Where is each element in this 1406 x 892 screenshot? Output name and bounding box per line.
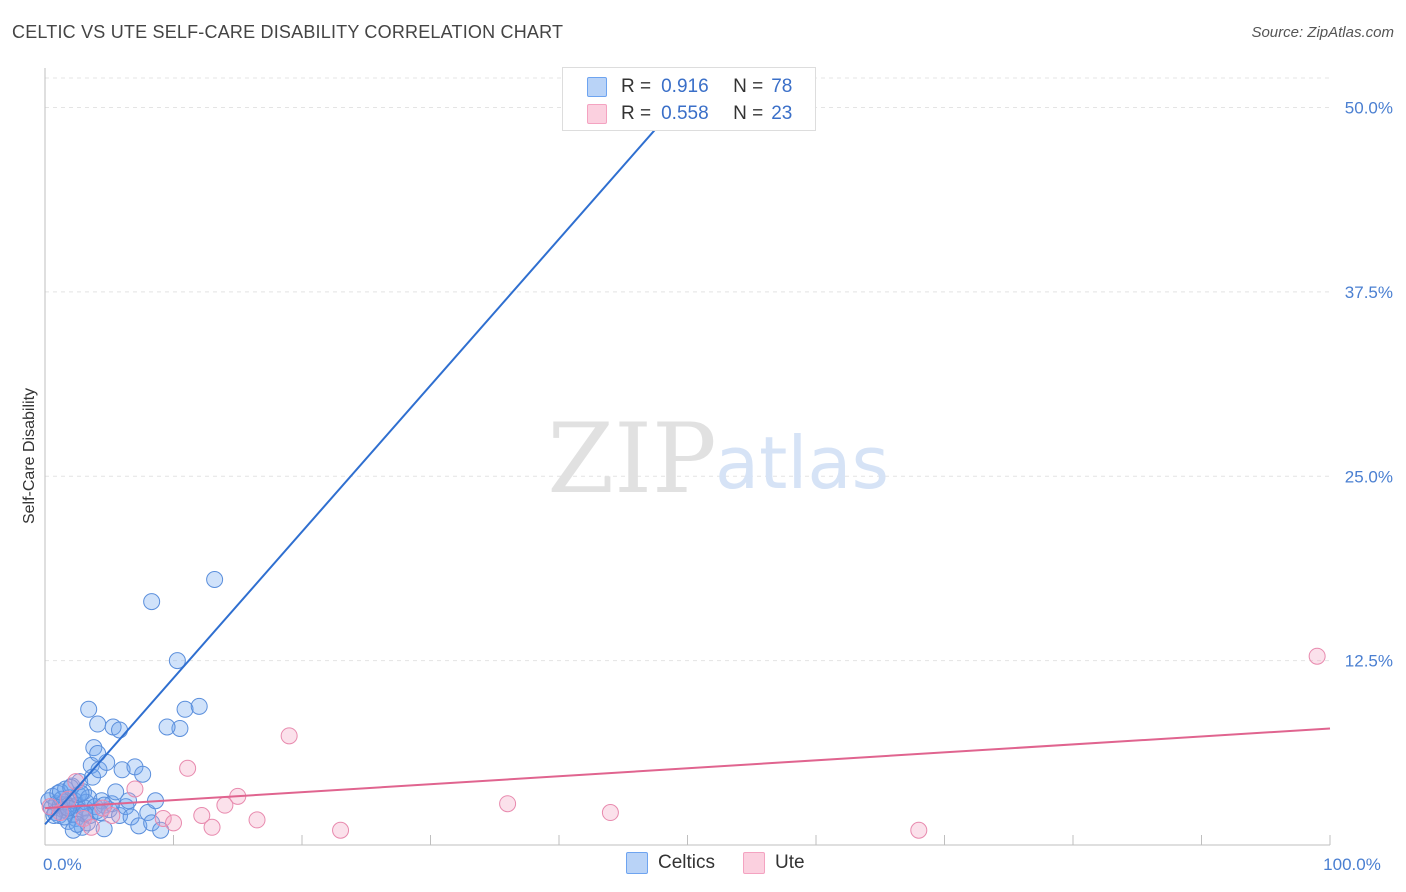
ute-point [1308,647,1326,665]
celtics-point [171,719,189,737]
legend-r-label: R = [621,103,652,124]
legend-row-ute: R = 0.558 N = 23 [587,102,792,126]
ute-point [82,818,100,836]
ute-point [280,727,298,745]
ute-point [203,818,221,836]
celtics-point [89,715,107,733]
ute-point [165,814,182,832]
celtics-point [158,718,176,736]
celtics-point [95,820,113,838]
celtics-point [89,745,107,763]
celtics-point [73,818,91,836]
celtics-swatch [587,77,607,97]
legend-r-value: 0.558 [661,103,709,124]
ute-point [910,821,928,839]
ute-trend-line [44,727,1331,810]
ute-point [51,804,69,822]
celtics-point [176,700,194,718]
watermark-zip: ZIP [547,403,716,515]
legend-r-value: 0.916 [661,76,709,97]
tick-labels: 12.5% 25.0% 37.5% 50.0% 0.0% 100.0% [43,99,1393,875]
legend-row-celtics: R = 0.916 N = 78 [587,75,792,99]
axes [44,68,1331,846]
celtics-point [134,765,152,783]
chart-title: CELTIC VS UTE SELF-CARE DISABILITY CORRE… [12,22,564,42]
ute-point [248,811,266,829]
celtics-point [168,652,186,670]
ute-point [601,804,619,822]
x-tick-label: 0.0% [43,855,82,874]
celtics-point [206,571,224,588]
celtics-legend-label: Celtics [658,852,716,873]
celtics-point [130,817,148,835]
y-tick-label: 37.5% [1345,283,1393,302]
legend-n-label: N = [733,76,764,97]
watermark: ZIP atlas [547,403,889,515]
ute-point [193,807,211,824]
y-tick-label: 12.5% [1345,652,1393,671]
source-label: Source: ZipAtlas.com [1251,24,1394,41]
ute-point [103,807,121,824]
watermark-atlas: atlas [715,421,889,505]
ute-point [332,821,350,839]
ute-point [179,759,197,777]
ute-legend-label: Ute [775,852,805,873]
y-axis-label: Self-Care Disability [21,388,38,524]
grid [45,77,1330,662]
legend-n-value: 23 [771,103,793,124]
celtics-legend-swatch [626,852,648,874]
legend-n-value: 78 [771,76,793,97]
celtics-point [68,815,86,833]
legend-item-ute: Ute [743,852,805,874]
ute-legend-swatch [743,852,766,874]
celtics-point [111,721,129,739]
legend-item-celtics: Celtics [626,852,715,874]
celtics-point [190,697,208,715]
celtics-point [139,804,157,822]
ute-point [154,809,172,827]
celtics-trend-line [44,92,689,826]
series-legend: Celtics Ute [626,852,833,874]
ute-point [126,780,144,798]
celtics-point [80,700,98,718]
celtics-point [113,761,131,779]
trend-lines [44,92,1331,826]
x-tick-label: 100.0% [1323,855,1381,874]
celtics-point [107,783,125,801]
ute-swatch [587,104,607,124]
y-tick-label: 50.0% [1345,99,1393,118]
celtics-point [143,593,161,611]
data-points [40,571,1326,839]
y-tick-label: 25.0% [1345,467,1393,486]
legend: R = 0.916 N = 78 R = 0.558 N = 23 [562,67,816,131]
ute-point [499,795,517,813]
legend-n-label: N = [733,103,764,124]
legend-r-label: R = [621,76,652,97]
